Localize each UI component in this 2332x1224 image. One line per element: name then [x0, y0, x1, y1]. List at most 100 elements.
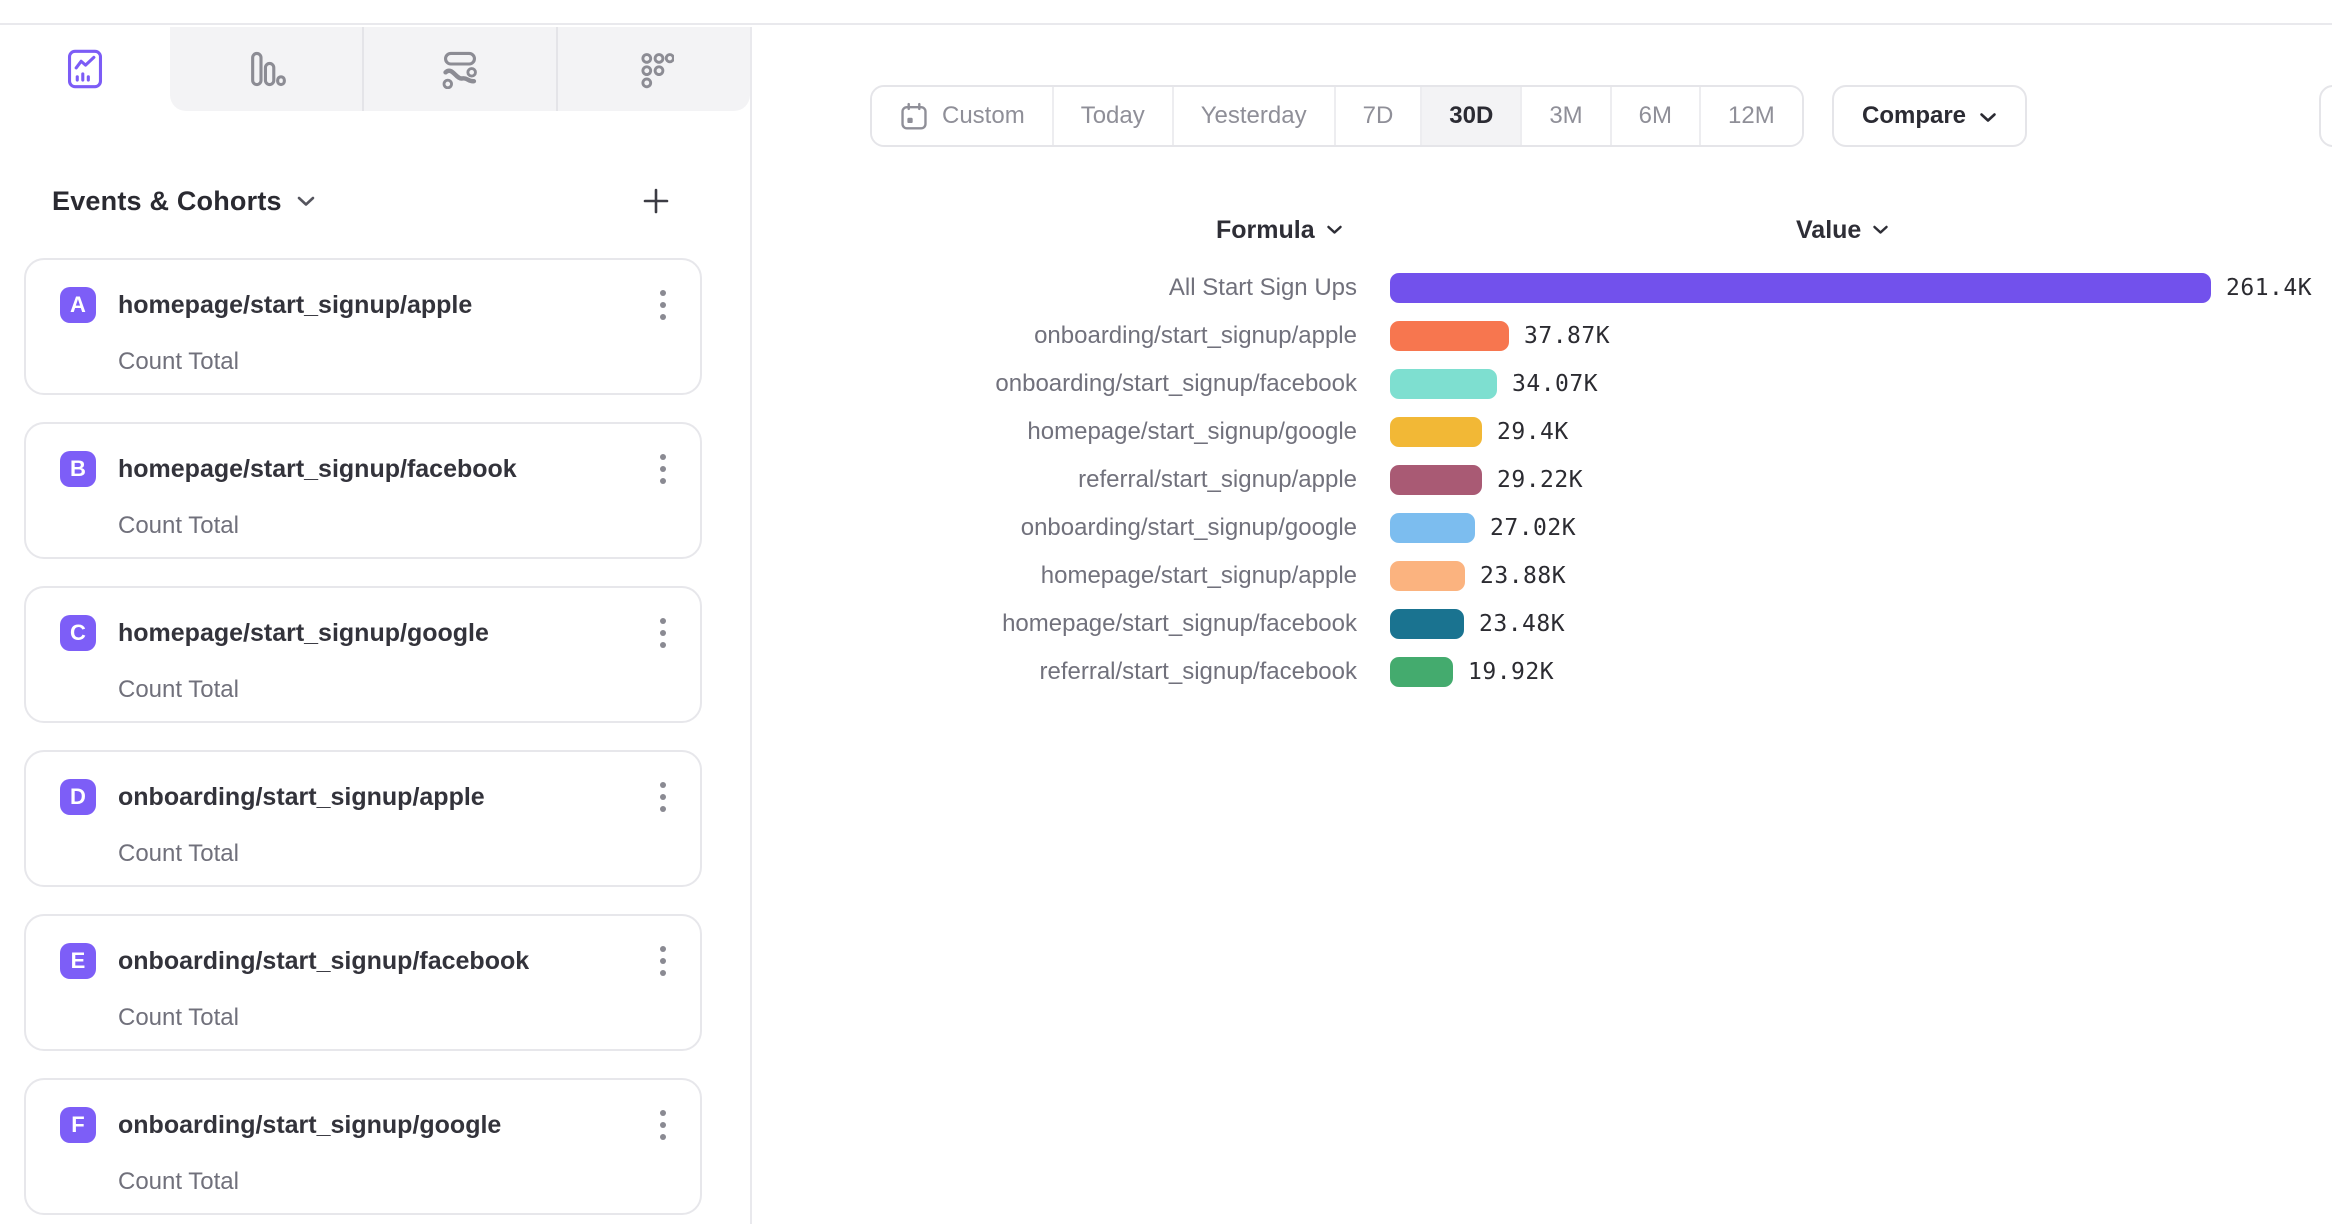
series-label: All Start Sign Ups — [1168, 274, 1357, 301]
bar-wrap: 29.22K — [1390, 465, 1583, 495]
bar-wrap: 261.4K — [1390, 273, 2312, 303]
date-range-option[interactable]: 3M — [1520, 87, 1610, 145]
date-range-label: Custom — [942, 102, 1025, 129]
event-name: homepage/start_signup/facebook — [118, 454, 517, 483]
value-bar[interactable] — [1390, 657, 1453, 687]
value-label: 29.4K — [1497, 419, 1569, 445]
query-builder-sidebar: Events & Cohorts A homepage/start_signup… — [0, 27, 752, 1224]
chevron-down-icon — [1872, 225, 1889, 235]
value-label: 261.4K — [2226, 275, 2313, 301]
series-label: referral/start_signup/apple — [1078, 466, 1357, 493]
event-letter-badge: C — [60, 615, 96, 651]
events-cohorts-title[interactable]: Events & Cohorts — [52, 185, 282, 216]
date-range-option[interactable]: 30D — [1420, 87, 1521, 145]
series-label: referral/start_signup/facebook — [1039, 658, 1357, 685]
line-chart-icon — [65, 48, 105, 90]
series-label: homepage/start_signup/apple — [1040, 562, 1357, 589]
bar-wrap: 37.87K — [1390, 321, 1610, 351]
formula-header-label: Formula — [1216, 215, 1315, 244]
kebab-menu-button[interactable] — [652, 284, 674, 326]
event-card[interactable]: B homepage/start_signup/facebook Count T… — [24, 422, 702, 559]
date-range-option[interactable]: Custom — [872, 87, 1052, 145]
event-card[interactable]: E onboarding/start_signup/facebook Count… — [24, 914, 702, 1051]
event-card[interactable]: C homepage/start_signup/google Count Tot… — [24, 586, 702, 723]
kebab-menu-button[interactable] — [652, 940, 674, 982]
kebab-menu-button[interactable] — [652, 1104, 674, 1146]
series-label: homepage/start_signup/google — [1027, 418, 1357, 445]
event-metric[interactable]: Count Total — [118, 676, 239, 703]
value-header-label: Value — [1796, 215, 1862, 244]
value-bar[interactable] — [1390, 465, 1482, 495]
clipped-edge-button[interactable] — [2319, 85, 2332, 147]
value-bar[interactable] — [1390, 513, 1475, 543]
chevron-down-icon — [296, 195, 316, 207]
value-bar[interactable] — [1390, 369, 1497, 399]
date-range-label: 6M — [1638, 102, 1672, 129]
value-column-header[interactable]: Value — [1796, 213, 1889, 247]
event-metric[interactable]: Count Total — [118, 1168, 239, 1195]
chart-row: homepage/start_signup/google 29.4K — [754, 408, 2312, 456]
top-header-strip — [0, 0, 2332, 25]
event-letter-badge: F — [60, 1107, 96, 1143]
event-card-header: F onboarding/start_signup/google — [60, 1104, 674, 1146]
date-range-option[interactable]: 12M — [1699, 87, 1802, 145]
date-range-label: 30D — [1449, 102, 1494, 129]
event-card-list: A homepage/start_signup/apple Count Tota… — [0, 258, 750, 1215]
value-bar[interactable] — [1390, 321, 1509, 351]
chart-type-tabbar — [0, 27, 750, 111]
date-range-label: 7D — [1362, 102, 1394, 129]
inactive-tab-group — [170, 27, 750, 111]
value-label: 23.48K — [1479, 611, 1566, 637]
bar-wrap: 27.02K — [1390, 513, 1576, 543]
add-event-button[interactable] — [640, 185, 672, 217]
kebab-menu-button[interactable] — [652, 612, 674, 654]
event-metric[interactable]: Count Total — [118, 840, 239, 867]
value-bar[interactable] — [1390, 609, 1464, 639]
event-letter-badge: A — [60, 287, 96, 323]
tab-bar-chart[interactable] — [170, 27, 362, 111]
grid-dots-icon — [634, 49, 674, 89]
calendar-icon — [899, 101, 929, 131]
bar-chart-icon — [246, 49, 286, 89]
value-bar[interactable] — [1390, 561, 1465, 591]
series-label: onboarding/start_signup/google — [1020, 514, 1357, 541]
date-range-option[interactable]: 6M — [1609, 87, 1699, 145]
chart-row: homepage/start_signup/facebook 23.48K — [754, 600, 2312, 648]
kebab-menu-button[interactable] — [652, 448, 674, 490]
formula-column-header[interactable]: Formula — [1216, 213, 1343, 247]
chart-row: onboarding/start_signup/facebook 34.07K — [754, 360, 2312, 408]
event-metric[interactable]: Count Total — [118, 348, 239, 375]
chart-row: onboarding/start_signup/apple 37.87K — [754, 312, 2312, 360]
tab-grid[interactable] — [556, 27, 750, 111]
event-name: homepage/start_signup/google — [118, 618, 489, 647]
date-range-label: 3M — [1549, 102, 1583, 129]
events-cohorts-header: Events & Cohorts — [52, 181, 672, 221]
value-bar[interactable] — [1390, 417, 1482, 447]
event-card-header: A homepage/start_signup/apple — [60, 284, 674, 326]
tab-flows[interactable] — [362, 27, 556, 111]
tab-insights-line-chart[interactable] — [0, 27, 170, 111]
event-metric[interactable]: Count Total — [118, 512, 239, 539]
event-metric[interactable]: Count Total — [118, 1004, 239, 1031]
chart-row: referral/start_signup/apple 29.22K — [754, 456, 2312, 504]
chevron-down-icon — [1326, 225, 1343, 235]
event-card[interactable]: D onboarding/start_signup/apple Count To… — [24, 750, 702, 887]
kebab-menu-button[interactable] — [652, 776, 674, 818]
value-label: 19.92K — [1468, 659, 1555, 685]
event-letter-badge: B — [60, 451, 96, 487]
date-range-option[interactable]: 7D — [1333, 87, 1421, 145]
event-card[interactable]: F onboarding/start_signup/google Count T… — [24, 1078, 702, 1215]
compare-button[interactable]: Compare — [1832, 85, 2028, 147]
report-canvas: Custom Today Yesterday 7D 30D 3M 6M 12M … — [754, 27, 2332, 1224]
date-range-option[interactable]: Today — [1051, 87, 1172, 145]
value-label: 27.02K — [1490, 515, 1577, 541]
chart-row: onboarding/start_signup/google 27.02K — [754, 504, 2312, 552]
value-bar[interactable] — [1390, 273, 2211, 303]
event-card-header: C homepage/start_signup/google — [60, 612, 674, 654]
value-label: 34.07K — [1512, 371, 1599, 397]
date-range-option[interactable]: Yesterday — [1171, 87, 1334, 145]
event-card-header: D onboarding/start_signup/apple — [60, 776, 674, 818]
chart-row: All Start Sign Ups 261.4K — [754, 264, 2312, 312]
event-card[interactable]: A homepage/start_signup/apple Count Tota… — [24, 258, 702, 395]
